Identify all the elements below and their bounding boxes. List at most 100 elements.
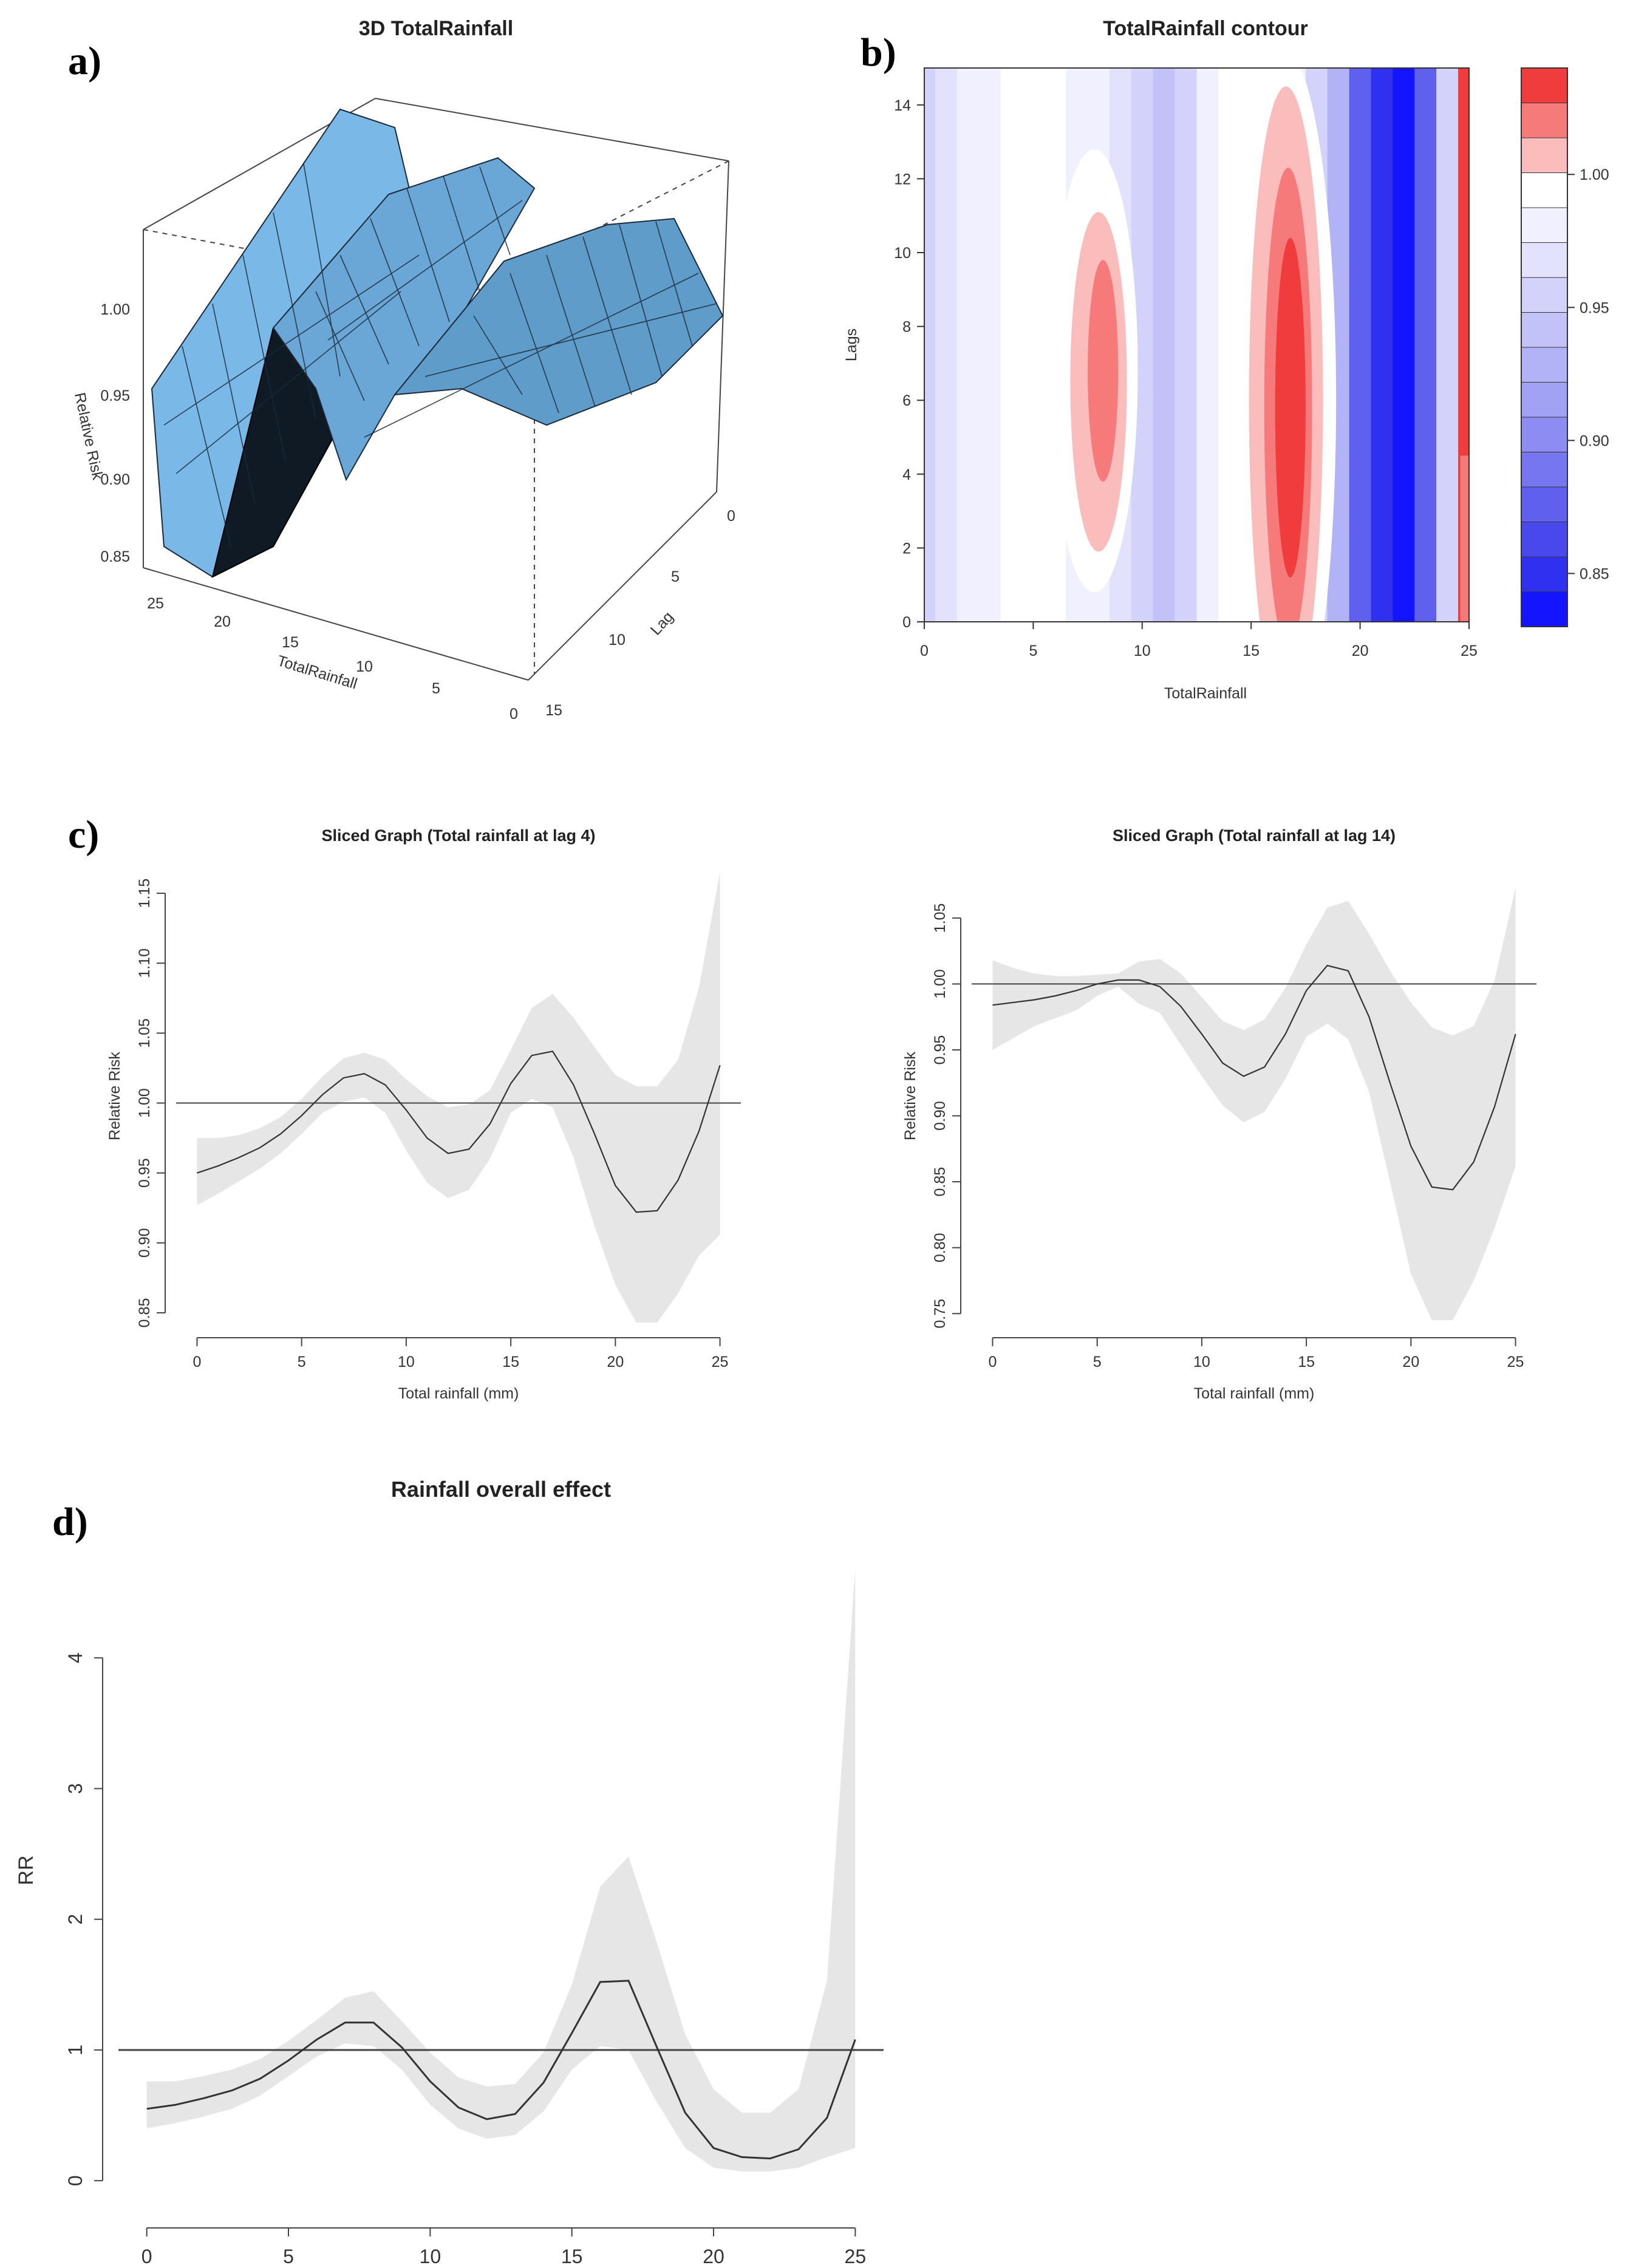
- contour-blob: [1088, 260, 1119, 482]
- panel-b: b) TotalRainfall contour 0 5 10 15 20 25 0 2 4 6 8…: [843, 17, 1609, 702]
- contour-blobs: [1051, 68, 1337, 622]
- colorbar-tick-label: 0.90: [1580, 432, 1609, 449]
- contour-band-cell: [1196, 68, 1219, 622]
- panel-a-title: 3D TotalRainfall: [359, 17, 513, 40]
- y-tick-label: 1.10: [136, 948, 153, 978]
- contour-band-cell: [935, 68, 958, 622]
- colorbar-cell: [1521, 103, 1568, 138]
- x-tick-label: 10: [1193, 1354, 1210, 1371]
- y-tick-label: 1.05: [932, 904, 949, 933]
- estimate-line: [197, 1051, 721, 1213]
- colorbar-cell: [1521, 591, 1568, 627]
- confidence-band: [197, 872, 720, 1323]
- x-tick-label: 25: [1461, 642, 1478, 659]
- contour-band-cell: [1153, 68, 1176, 622]
- contour-band-cell: [1436, 68, 1459, 622]
- contour-band-cell: [1393, 68, 1416, 622]
- y-tick-label: 0.90: [932, 1101, 949, 1131]
- y-tick-label: 2: [902, 540, 911, 557]
- x-tick-label: 10: [420, 2246, 441, 2267]
- panel-a-lag-axis: 0 5 10 15 Lag: [545, 508, 735, 719]
- x-tick-label: 25: [845, 2246, 867, 2267]
- y-tick-label: 1.00: [136, 1088, 153, 1118]
- lag-tick: 0: [727, 508, 735, 525]
- x-tick-label: 20: [607, 1354, 624, 1371]
- contour-bands: [924, 68, 1469, 622]
- y-tick-label: 0.85: [136, 1298, 153, 1328]
- estimate-line: [146, 1980, 856, 2160]
- estimate-line: [992, 964, 1516, 1191]
- y-tick-label: 3: [64, 1783, 86, 1794]
- x-tick: 20: [214, 613, 231, 630]
- colorbar-cell: [1521, 522, 1568, 557]
- x-tick-label: 10: [398, 1354, 415, 1371]
- colorbar-cell: [1521, 277, 1568, 313]
- panel-a-label: a): [68, 39, 101, 83]
- colorbar-tick-label: 0.85: [1580, 565, 1609, 582]
- y-tick-label: 14: [894, 97, 911, 114]
- x-tick-label: 20: [1402, 1354, 1419, 1371]
- colorbar-cell: [1521, 207, 1568, 243]
- panel-b-label: b): [861, 30, 896, 75]
- contour-axes: 0 5 10 15 20 25 0 2 4 6 8 10 12 14: [894, 97, 1478, 659]
- y-tick-label: 1.00: [932, 969, 949, 999]
- confidence-band: [146, 1568, 856, 2172]
- z-tick: 0.85: [100, 548, 130, 565]
- contour-frame: [924, 67, 1470, 622]
- lag-tick: 15: [545, 702, 562, 719]
- contour-band-cell: [1414, 68, 1437, 622]
- y-tick-label: 0.80: [932, 1233, 949, 1262]
- panel-c-label: c): [68, 812, 99, 857]
- z-axis-label: Relative Risk: [71, 391, 106, 482]
- y-axis-label: RR: [15, 1855, 38, 1885]
- colorbar-tick-label: 1.00: [1580, 166, 1609, 183]
- contour-band-cell: [1371, 68, 1394, 622]
- contour-band-cell: [1022, 68, 1045, 622]
- lag-axis-label: Lag: [647, 608, 677, 639]
- contour-band-cell: [978, 68, 1001, 622]
- panel-a-z-axis: 1.00 0.95 0.90 0.85 Relative Risk: [71, 301, 130, 565]
- z-tick: 0.95: [100, 387, 130, 404]
- y-tick-label: 6: [902, 392, 911, 409]
- x-tick-label: 0: [920, 642, 929, 659]
- colorbar-cell: [1521, 172, 1568, 208]
- colorbar-cell: [1521, 137, 1568, 173]
- x-tick-label: 20: [1352, 642, 1369, 659]
- panel-b-title: TotalRainfall contour: [1103, 17, 1307, 40]
- y-tick-label: 12: [894, 171, 911, 188]
- colorbar-cell: [1521, 347, 1568, 383]
- x-tick-label: 15: [1298, 1354, 1315, 1371]
- chart-title: Sliced Graph (Total rainfall at lag 14): [1113, 826, 1396, 845]
- x-tick: 0: [510, 706, 518, 723]
- y-tick-label: 0.95: [932, 1035, 949, 1065]
- x-tick-label: 20: [703, 2246, 724, 2267]
- contour-blob: [1275, 237, 1306, 578]
- contour-band-cell: [1349, 68, 1372, 622]
- y-tick-label: 0.75: [932, 1299, 949, 1329]
- contour-x-label: TotalRainfall: [1164, 685, 1247, 702]
- x-tick-label: 0: [141, 2246, 152, 2267]
- contour-edge-band: [1460, 455, 1469, 622]
- panel-a: a) 3D TotalRainfall: [68, 17, 735, 723]
- y-tick-label: 0.85: [932, 1167, 949, 1197]
- panel-c2: Sliced Graph (Total rainfall at lag 14) 0…: [902, 826, 1536, 1402]
- x-axis-label: Total rainfall (mm): [398, 1385, 519, 1402]
- panel-c1: Sliced Graph (Total rainfall at lag 4) 0 5…: [106, 826, 741, 1402]
- y-tick-label: 4: [64, 1652, 86, 1663]
- contour-y-label: Lags: [843, 329, 860, 361]
- z-tick: 1.00: [100, 301, 130, 318]
- y-tick-label: 0.95: [136, 1158, 153, 1188]
- y-tick-label: 1.05: [136, 1018, 153, 1048]
- colorbar-cell: [1521, 417, 1568, 452]
- x-tick-label: 5: [298, 1354, 306, 1371]
- x-tick-label: 15: [502, 1354, 519, 1371]
- panel-a-x-axis: 25 20 15 10 5 0 TotalRainfall: [147, 595, 518, 723]
- confidence-band: [992, 887, 1516, 1321]
- colorbar-cell: [1521, 382, 1568, 418]
- x-tick-label: 5: [1029, 642, 1037, 659]
- y-tick-label: 10: [894, 245, 911, 262]
- y-tick-label: 2: [64, 1914, 86, 1925]
- x-tick-label: 0: [988, 1354, 997, 1371]
- contour-band-cell: [956, 68, 980, 622]
